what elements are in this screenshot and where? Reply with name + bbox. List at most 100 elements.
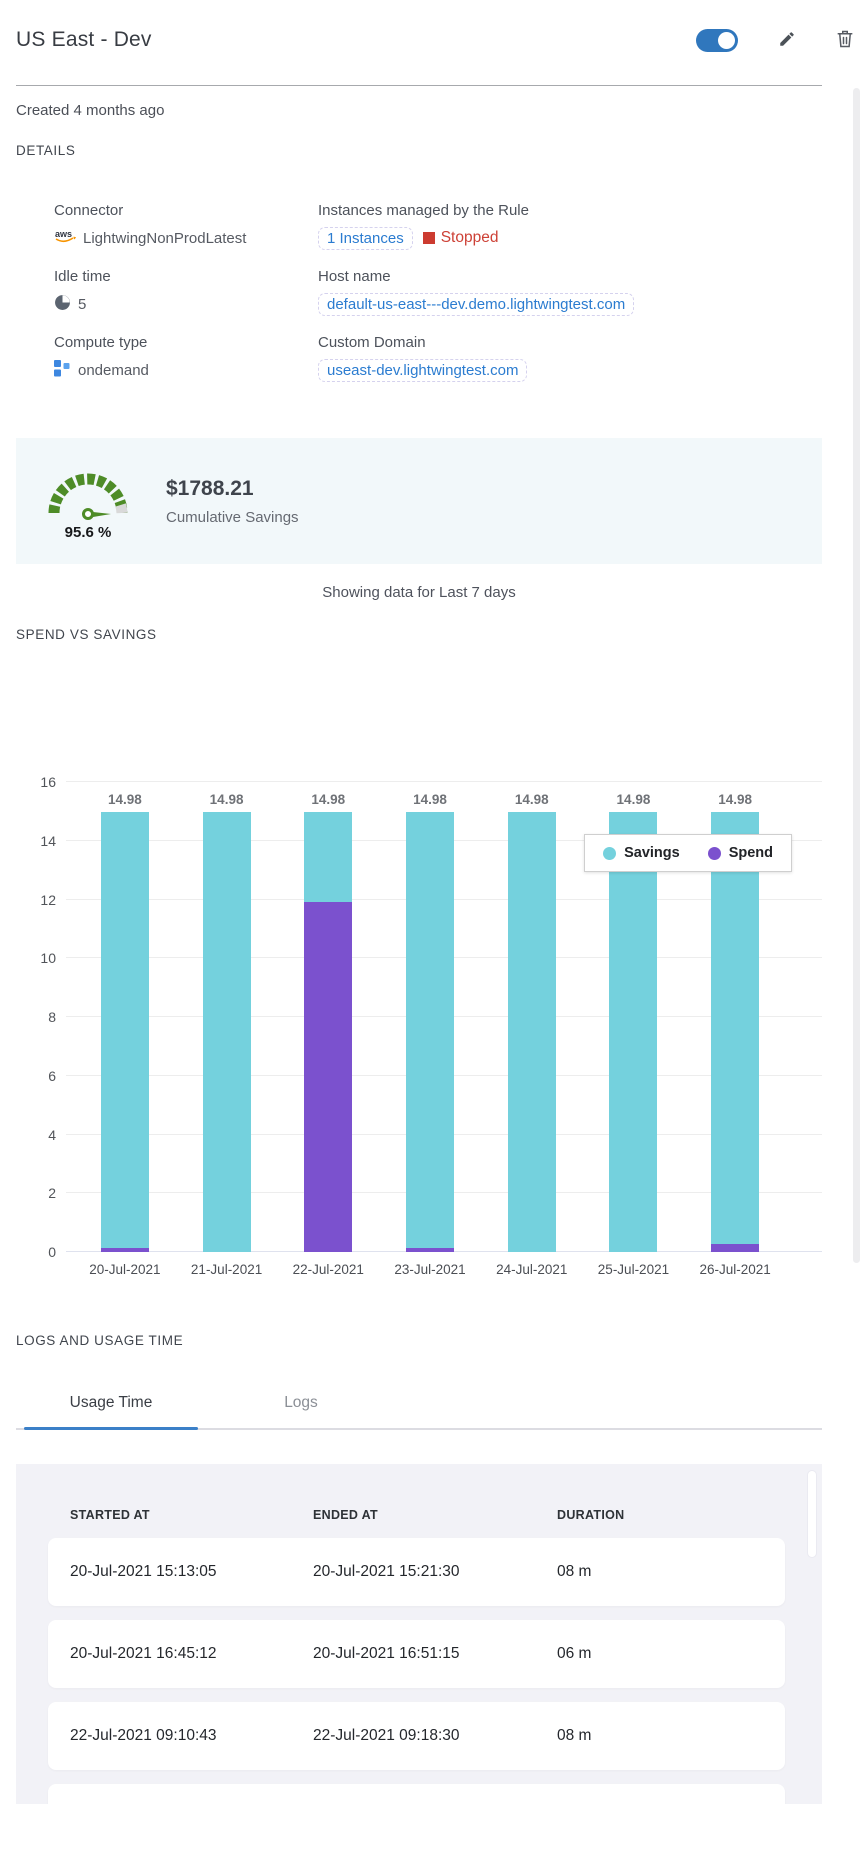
ended-at-cell: 20-Jul-2021 16:51:15 — [313, 1645, 460, 1662]
y-tick-label: 8 — [48, 1009, 56, 1025]
chart-bars: 14.98 14.98 14.98 14.98 14.98 14.98 14.98 — [74, 782, 786, 1252]
bar-24-Jul-2021: 14.98 — [481, 782, 583, 1252]
spend-vs-savings-chart: 0 2 4 6 8 10 12 14 16 14.98 14.98 14.98 14.98 14.98 1… — [16, 774, 822, 1260]
usage-time-panel: STARTED AT ENDED AT DURATION 20-Jul-2021… — [16, 1464, 822, 1804]
legend-item-spend[interactable]: Spend — [707, 845, 773, 861]
instances-label: Instances managed by the Rule — [318, 202, 529, 219]
idle-time-field: Idle time 5 — [54, 268, 318, 316]
idle-time-label: Idle time — [54, 268, 111, 285]
x-axis-label: 24-Jul-2021 — [496, 1262, 568, 1277]
bar-25-Jul-2021: 14.98 — [583, 782, 685, 1252]
compute-type-value: ondemand — [78, 361, 149, 379]
aws-icon: aws — [54, 228, 77, 248]
bar-22-Jul-2021: 14.98 — [277, 782, 379, 1252]
duration-cell: 08 m — [557, 1727, 592, 1744]
chart-heading: SPEND VS SAVINGS — [16, 627, 157, 642]
rule-enabled-toggle[interactable] — [696, 28, 738, 52]
started-at-cell: 20-Jul-2021 15:13:05 — [70, 1563, 217, 1580]
cumulative-savings-card: 95.6 % $1788.21 Cumulative Savings — [16, 438, 822, 564]
bar-26-Jul-2021: 14.98 — [684, 782, 786, 1252]
bar-total-label: 14.98 — [311, 791, 346, 807]
custom-domain-link[interactable]: useast-dev.lightwingtest.com — [318, 358, 528, 382]
savings-gauge-icon — [43, 473, 133, 525]
host-name-label: Host name — [318, 268, 391, 285]
y-tick-label: 14 — [40, 832, 56, 849]
y-tick-label: 12 — [40, 891, 56, 908]
legend-label: Savings — [624, 845, 680, 861]
y-tick-label: 16 — [40, 774, 56, 790]
x-axis-label: 21-Jul-2021 — [190, 1262, 263, 1277]
bar-total-label: 14.98 — [616, 791, 651, 807]
spend-dot-icon — [707, 846, 721, 860]
instances-field: Instances managed by the Rule 1 Instance… — [318, 202, 822, 250]
col-started-at: STARTED AT — [70, 1508, 150, 1522]
savings-dot-icon — [603, 846, 617, 860]
x-axis-label: 25-Jul-2021 — [597, 1262, 670, 1277]
details-heading: DETAILS — [16, 143, 76, 158]
tab-logs[interactable]: Logs — [284, 1394, 318, 1411]
started-at-cell: 20-Jul-2021 16:45:12 — [70, 1645, 217, 1662]
savings-percent: 95.6 % — [64, 524, 112, 541]
compute-type-field: Compute type ondemand — [54, 334, 318, 382]
ended-at-cell: 20-Jul-2021 15:21:30 — [313, 1563, 460, 1580]
page-scrollbar-track[interactable] — [853, 88, 860, 1263]
duration-cell: 08 m — [557, 1563, 592, 1580]
bar-20-Jul-2021: 14.98 — [74, 782, 176, 1252]
idle-time-value: 5 — [78, 295, 87, 313]
bar-total-label: 14.98 — [107, 791, 142, 807]
x-axis-label: 26-Jul-2021 — [699, 1262, 771, 1277]
col-duration: DURATION — [557, 1508, 625, 1522]
usage-table-header: STARTED AT ENDED AT DURATION — [48, 1508, 785, 1522]
bar-21-Jul-2021: 14.98 — [176, 782, 278, 1252]
trash-icon — [836, 29, 854, 52]
savings-segment — [507, 811, 556, 1252]
bar-total-label: 14.98 — [718, 791, 753, 807]
y-tick-label: 10 — [40, 950, 56, 967]
x-axis-label: 22-Jul-2021 — [292, 1262, 364, 1277]
spend-segment — [711, 1244, 760, 1252]
bar-total-label: 14.98 — [209, 791, 244, 807]
instances-status: Stopped — [440, 229, 499, 246]
host-name-link[interactable]: default-us-east---dev.demo.lightwingtest… — [318, 292, 635, 316]
spend-segment — [100, 1248, 149, 1252]
gridline-16 — [66, 781, 822, 782]
connector-field: Connector aws LightwingNonProdLatest — [54, 202, 318, 250]
savings-caption: Cumulative Savings — [166, 508, 299, 526]
y-tick-label: 2 — [48, 1185, 56, 1202]
savings-segment — [100, 811, 149, 1249]
instances-link[interactable]: 1 Instances — [318, 226, 413, 250]
compute-type-label: Compute type — [54, 334, 148, 351]
legend-item-savings[interactable]: Savings — [603, 845, 680, 861]
usage-table-body: 20-Jul-2021 15:13:05 20-Jul-2021 15:21:30… — [48, 1538, 785, 1770]
logs-tabs: Usage Time Logs — [16, 1382, 822, 1430]
header-divider — [16, 85, 822, 86]
edit-button[interactable] — [778, 30, 796, 51]
spend-segment — [406, 1248, 455, 1252]
savings-amount: $1788.21 — [166, 476, 254, 500]
bar-total-label: 14.98 — [413, 791, 447, 807]
page-title: US East - Dev — [16, 28, 152, 51]
ended-at-cell: 22-Jul-2021 09:18:30 — [313, 1727, 460, 1744]
savings-segment — [304, 811, 353, 903]
custom-domain-label: Custom Domain — [318, 334, 426, 351]
duration-cell: 06 m — [557, 1645, 592, 1662]
svg-text:aws: aws — [55, 229, 72, 239]
y-tick-label: 4 — [48, 1126, 56, 1143]
host-name-field: Host name default-us-east---dev.demo.lig… — [318, 268, 822, 316]
tab-usage-time[interactable]: Usage Time — [16, 1382, 206, 1430]
x-axis-label: 23-Jul-2021 — [394, 1262, 466, 1277]
panel-scrollbar-thumb[interactable] — [807, 1470, 817, 1558]
spend-segment — [304, 902, 353, 1252]
compute-type-icon — [54, 359, 71, 381]
toggle-knob — [718, 31, 735, 49]
chart-legend: Savings Spend — [584, 834, 792, 872]
legend-label: Spend — [728, 845, 773, 861]
y-tick-label: 6 — [48, 1067, 56, 1084]
y-tick-label: 0 — [48, 1244, 56, 1260]
custom-domain-field: Custom Domain useast-dev.lightwingtest.c… — [318, 334, 822, 382]
delete-button[interactable] — [836, 29, 854, 52]
clock-icon — [54, 294, 71, 315]
bar-total-label: 14.98 — [514, 791, 549, 807]
details-grid: Connector aws LightwingNonProdLatest Ins… — [16, 202, 822, 382]
chart-x-axis-labels: 20-Jul-2021 21-Jul-2021 22-Jul-2021 23-Jul-… — [74, 1262, 786, 1277]
